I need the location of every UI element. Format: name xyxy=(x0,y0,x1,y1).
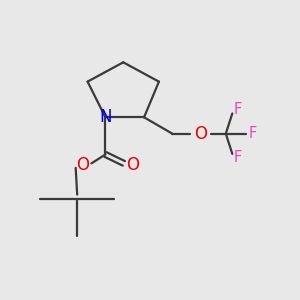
Text: O: O xyxy=(126,156,139,174)
Text: F: F xyxy=(234,102,242,117)
Text: F: F xyxy=(234,150,242,165)
Text: O: O xyxy=(76,156,90,174)
Text: O: O xyxy=(194,125,207,143)
Text: F: F xyxy=(248,126,257,141)
Text: N: N xyxy=(99,108,112,126)
